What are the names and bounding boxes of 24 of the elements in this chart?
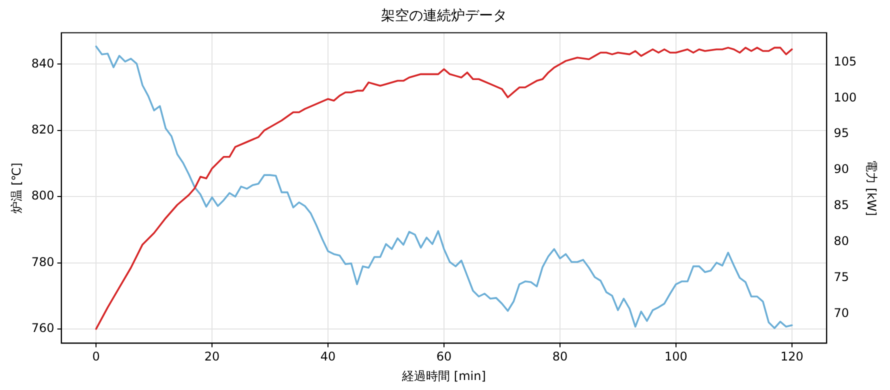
x-axis-title: 経過時間 [min] <box>401 368 486 383</box>
y2-tick-label: 70 <box>834 306 849 320</box>
y2-tick-label: 100 <box>834 90 857 104</box>
y2-tick-label: 90 <box>834 162 849 176</box>
y-axis-title: 炉温 [℃] <box>9 162 24 214</box>
x-tick-label: 20 <box>204 350 220 364</box>
y-tick-label: 840 <box>31 56 54 70</box>
x-tick-label: 60 <box>436 350 452 364</box>
x-tick-label: 40 <box>320 350 336 364</box>
chart-title: 架空の連続炉データ <box>381 8 507 24</box>
x-tick-label: 0 <box>92 350 100 364</box>
y-tick-label: 780 <box>31 254 54 269</box>
y2-tick-label: 105 <box>834 54 857 68</box>
y2-tick-label: 85 <box>834 198 849 212</box>
y-tick-label: 800 <box>31 188 54 203</box>
y-tick-label: 820 <box>31 122 54 137</box>
x-tick-label: 120 <box>780 350 804 364</box>
y2-tick-label: 75 <box>834 270 849 284</box>
y2-axis-title: 電力 [kW] <box>864 160 879 216</box>
y2-tick-label: 80 <box>834 234 849 248</box>
y-tick-label: 760 <box>31 321 54 336</box>
x-tick-label: 100 <box>664 350 688 364</box>
x-tick-label: 80 <box>552 350 568 364</box>
y2-tick-label: 95 <box>834 126 849 140</box>
